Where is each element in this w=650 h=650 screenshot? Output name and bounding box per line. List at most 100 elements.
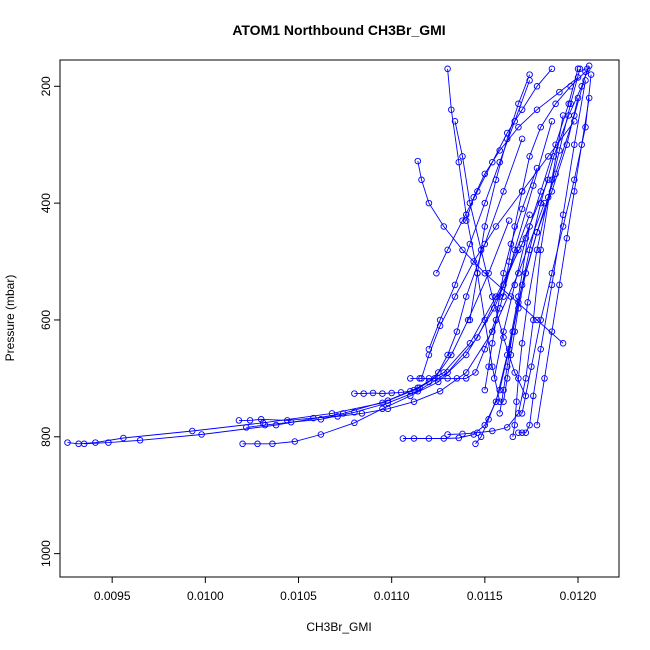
data-point — [407, 392, 414, 400]
series-line — [447, 68, 501, 402]
data-point — [533, 229, 541, 236]
series-11 — [515, 77, 589, 436]
data-point — [565, 100, 572, 108]
data-point — [526, 77, 533, 84]
data-point — [518, 106, 526, 113]
data-point — [414, 384, 422, 391]
data-point — [310, 414, 317, 422]
data-point — [567, 100, 574, 108]
data-point — [474, 269, 481, 277]
data-point — [500, 188, 507, 195]
data-point — [462, 293, 470, 300]
chart-title: ATOM1 Northbound CH3Br_GMI — [232, 22, 445, 38]
series-line — [521, 74, 592, 414]
data-point — [528, 363, 535, 370]
series-18 — [466, 71, 533, 324]
series-5 — [351, 135, 526, 397]
data-point — [582, 123, 589, 131]
data-point — [351, 419, 358, 427]
data-point — [571, 141, 578, 148]
data-point — [518, 205, 526, 213]
data-point — [425, 375, 433, 382]
data-point — [552, 170, 559, 178]
data-point — [470, 431, 477, 438]
data-point — [444, 246, 451, 254]
data-point — [489, 427, 496, 435]
data-point — [414, 157, 422, 165]
data-point — [511, 421, 518, 429]
data-point — [481, 386, 489, 394]
series-22 — [481, 164, 541, 394]
data-point — [537, 345, 544, 353]
data-point — [496, 293, 503, 300]
y-tick-label: 600 — [39, 310, 53, 330]
series-line — [469, 74, 531, 321]
series-line — [242, 249, 519, 445]
series-line — [484, 167, 538, 391]
data-point — [399, 435, 407, 442]
data-point — [537, 123, 544, 131]
data-point — [472, 440, 479, 448]
series-19 — [425, 77, 533, 353]
data-point — [489, 158, 496, 166]
data-point — [444, 351, 451, 359]
data-point — [526, 211, 533, 219]
data-point — [496, 305, 503, 312]
series-line — [447, 115, 564, 435]
data-point — [533, 83, 541, 90]
data-point — [291, 438, 299, 445]
data-point — [511, 118, 518, 125]
data-point — [492, 223, 500, 230]
series-24 — [462, 74, 582, 224]
data-point — [272, 421, 280, 429]
data-point — [518, 340, 526, 347]
data-point — [496, 398, 503, 405]
data-point — [397, 389, 405, 396]
data-point — [500, 281, 507, 289]
data-point — [92, 439, 99, 446]
data-point — [474, 429, 481, 436]
data-point — [436, 322, 444, 330]
data-point — [556, 88, 563, 96]
x-tick-label: 0.0110 — [374, 589, 410, 603]
series-13 — [414, 157, 567, 347]
y-tick-label: 400 — [39, 193, 53, 213]
series-line — [536, 97, 590, 426]
x-axis-label: CH3Br_GMI — [306, 620, 371, 634]
data-point — [80, 440, 88, 448]
data-point — [537, 246, 544, 254]
data-point — [418, 375, 425, 382]
data-point — [552, 141, 559, 148]
data-point — [257, 416, 265, 423]
data-point — [511, 369, 518, 376]
data-point — [384, 399, 392, 407]
data-point — [261, 421, 269, 429]
data-point — [379, 390, 386, 397]
data-point — [448, 106, 455, 113]
data-point — [585, 94, 593, 102]
data-point — [552, 100, 559, 108]
data-point — [526, 421, 533, 429]
data-point — [453, 328, 461, 335]
data-point — [563, 234, 571, 242]
data-point — [522, 269, 530, 277]
data-point — [472, 369, 479, 376]
data-point — [533, 106, 541, 113]
data-point — [548, 118, 556, 125]
y-tick-label: 200 — [39, 76, 53, 96]
data-point — [453, 375, 461, 382]
data-point — [489, 340, 496, 347]
data-point — [243, 424, 250, 431]
data-point — [503, 129, 511, 137]
data-point — [246, 417, 254, 424]
data-point — [351, 390, 358, 397]
data-point — [500, 386, 507, 394]
data-point — [284, 417, 291, 424]
data-point — [489, 293, 496, 300]
data-point — [576, 65, 584, 73]
series-0 — [64, 217, 513, 448]
series-line — [67, 220, 510, 445]
data-point — [571, 176, 578, 184]
data-point — [351, 409, 358, 416]
